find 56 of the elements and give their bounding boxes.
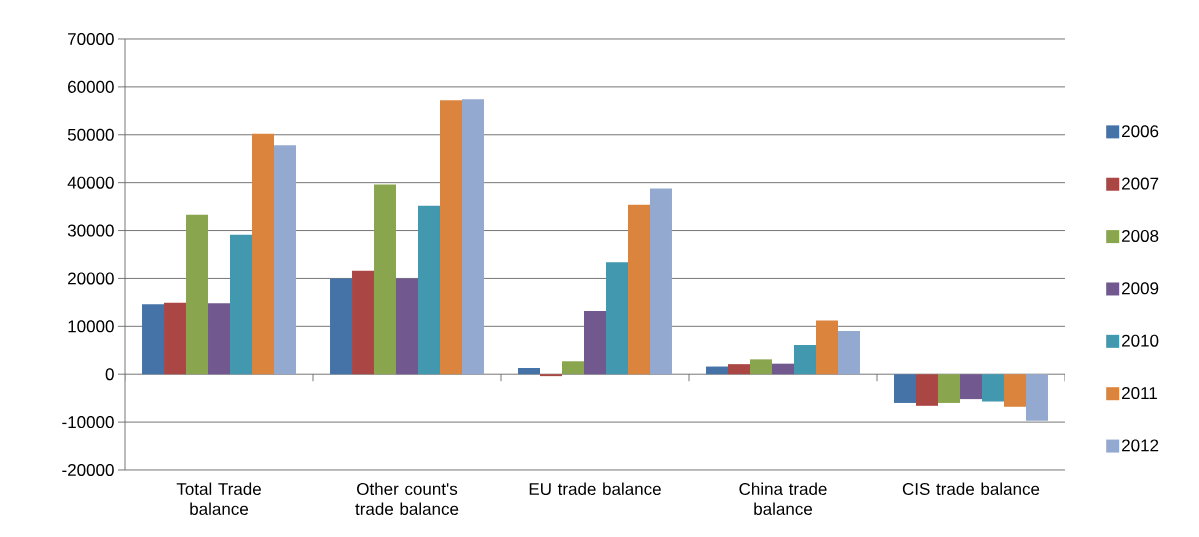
bar <box>252 133 274 375</box>
bar <box>837 331 860 375</box>
bar <box>794 345 816 375</box>
legend-label: 2006 <box>1122 125 1159 138</box>
bar <box>518 367 541 375</box>
bar <box>562 361 585 375</box>
y-tick-label: 50000 <box>67 128 114 141</box>
legend-label: 2010 <box>1122 334 1159 347</box>
legend-label: 2011 <box>1122 387 1157 400</box>
x-tick-label: CIS trade balance <box>902 482 1040 496</box>
bar <box>418 205 440 375</box>
bar <box>208 303 231 375</box>
bar <box>461 99 484 375</box>
x-tick-label: China trade balance <box>739 482 827 516</box>
bar <box>330 278 353 375</box>
bar <box>352 270 375 375</box>
y-tick-label: 20000 <box>68 272 114 285</box>
x-tick-label: Other count's trade balance <box>355 482 459 516</box>
y-tick-label: 60000 <box>68 80 114 93</box>
bar <box>186 214 209 375</box>
y-tick-label: 30000 <box>67 224 114 237</box>
bar <box>584 311 606 375</box>
y-tick-label: -20000 <box>62 463 114 477</box>
bar <box>649 188 672 375</box>
legend-label: 2012 <box>1122 439 1159 452</box>
bar <box>374 184 397 375</box>
bar <box>606 262 628 375</box>
bar <box>396 278 419 375</box>
bar <box>728 364 751 375</box>
y-tick-label: 10000 <box>68 320 114 333</box>
bar <box>440 100 462 375</box>
bar <box>1025 374 1048 421</box>
legend-label: 2007 <box>1122 177 1159 190</box>
legend-label: 2008 <box>1122 229 1159 242</box>
bar <box>772 363 794 375</box>
bar <box>816 320 838 375</box>
x-tick-label: Total Trade balance <box>176 482 261 516</box>
bar <box>1003 374 1026 407</box>
y-tick-label: 70000 <box>68 32 114 46</box>
bar <box>164 302 187 375</box>
y-tick-label: 40000 <box>67 176 114 189</box>
bar <box>916 374 939 406</box>
bar <box>142 304 165 375</box>
legend-label: 2009 <box>1122 282 1159 295</box>
bar <box>628 204 650 375</box>
bar <box>960 374 982 400</box>
y-tick-label: 0 <box>105 368 114 381</box>
bar <box>982 374 1004 402</box>
x-tick-label: EU trade balance <box>529 482 661 496</box>
bar <box>274 145 296 375</box>
bar <box>894 374 917 403</box>
bar <box>750 359 773 375</box>
y-tick-label: -10000 <box>62 416 114 429</box>
bar <box>706 366 729 375</box>
bar <box>230 234 252 375</box>
bar <box>938 374 960 403</box>
